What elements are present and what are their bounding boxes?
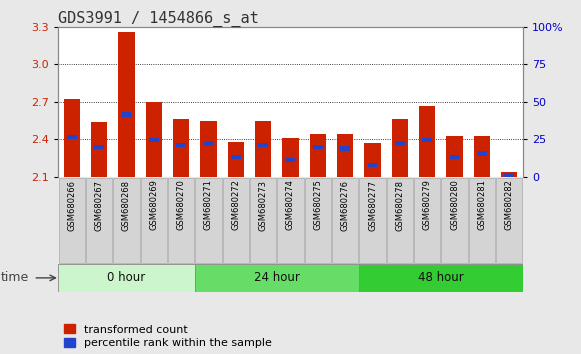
Bar bbox=[149, 137, 159, 142]
Bar bbox=[146, 102, 162, 177]
Text: GSM680280: GSM680280 bbox=[450, 179, 459, 230]
FancyBboxPatch shape bbox=[442, 178, 468, 263]
Bar bbox=[282, 138, 299, 177]
Text: 24 hour: 24 hour bbox=[254, 272, 300, 284]
Text: GSM680279: GSM680279 bbox=[423, 179, 432, 230]
Bar bbox=[477, 151, 487, 156]
Bar bbox=[337, 135, 353, 177]
Bar bbox=[368, 162, 378, 167]
FancyBboxPatch shape bbox=[414, 178, 440, 263]
Legend: transformed count, percentile rank within the sample: transformed count, percentile rank withi… bbox=[64, 324, 271, 348]
Bar bbox=[450, 155, 460, 159]
FancyBboxPatch shape bbox=[359, 264, 523, 292]
Text: GSM680277: GSM680277 bbox=[368, 179, 377, 230]
Text: GSM680273: GSM680273 bbox=[259, 179, 268, 230]
Bar bbox=[255, 121, 271, 177]
Bar bbox=[422, 137, 432, 142]
FancyBboxPatch shape bbox=[360, 178, 386, 263]
FancyBboxPatch shape bbox=[141, 178, 167, 263]
Text: 48 hour: 48 hour bbox=[418, 272, 464, 284]
Bar bbox=[200, 121, 217, 177]
Text: GSM680270: GSM680270 bbox=[177, 179, 186, 230]
FancyBboxPatch shape bbox=[113, 178, 139, 263]
Bar bbox=[340, 146, 350, 151]
Text: GSM680276: GSM680276 bbox=[340, 179, 350, 230]
FancyBboxPatch shape bbox=[195, 264, 359, 292]
Bar bbox=[474, 136, 490, 177]
Text: GSM680268: GSM680268 bbox=[122, 179, 131, 230]
Text: GSM680266: GSM680266 bbox=[67, 179, 76, 230]
Bar bbox=[395, 141, 405, 145]
Bar bbox=[310, 135, 326, 177]
Text: GSM680281: GSM680281 bbox=[478, 179, 486, 230]
Bar bbox=[119, 32, 135, 177]
Bar bbox=[419, 105, 435, 177]
FancyBboxPatch shape bbox=[59, 178, 85, 263]
Text: GSM680275: GSM680275 bbox=[313, 179, 322, 230]
Bar bbox=[67, 135, 77, 139]
Bar bbox=[364, 143, 381, 177]
Bar bbox=[504, 173, 514, 177]
Bar bbox=[173, 119, 189, 177]
Bar bbox=[228, 142, 244, 177]
FancyBboxPatch shape bbox=[58, 264, 195, 292]
Bar bbox=[94, 145, 104, 149]
Text: GSM680278: GSM680278 bbox=[395, 179, 404, 230]
Bar bbox=[286, 158, 295, 162]
Bar bbox=[313, 145, 323, 149]
FancyBboxPatch shape bbox=[304, 178, 331, 263]
FancyBboxPatch shape bbox=[223, 178, 249, 263]
Text: GSM680274: GSM680274 bbox=[286, 179, 295, 230]
Bar bbox=[121, 113, 131, 117]
FancyBboxPatch shape bbox=[86, 178, 112, 263]
FancyBboxPatch shape bbox=[496, 178, 522, 263]
FancyBboxPatch shape bbox=[168, 178, 194, 263]
Bar bbox=[203, 141, 213, 145]
Bar bbox=[501, 172, 518, 177]
Bar bbox=[176, 143, 186, 147]
Text: GDS3991 / 1454866_s_at: GDS3991 / 1454866_s_at bbox=[58, 11, 259, 27]
Text: GSM680271: GSM680271 bbox=[204, 179, 213, 230]
FancyBboxPatch shape bbox=[332, 178, 358, 263]
FancyBboxPatch shape bbox=[387, 178, 413, 263]
Text: GSM680272: GSM680272 bbox=[231, 179, 241, 230]
Bar bbox=[392, 119, 408, 177]
Bar bbox=[91, 122, 107, 177]
FancyBboxPatch shape bbox=[277, 178, 304, 263]
Text: GSM680267: GSM680267 bbox=[95, 179, 103, 230]
Bar bbox=[258, 143, 268, 147]
Bar bbox=[63, 99, 80, 177]
Text: GSM680282: GSM680282 bbox=[505, 179, 514, 230]
Text: GSM680269: GSM680269 bbox=[149, 179, 158, 230]
FancyBboxPatch shape bbox=[195, 178, 221, 263]
Text: 0 hour: 0 hour bbox=[107, 272, 146, 284]
FancyBboxPatch shape bbox=[250, 178, 277, 263]
Bar bbox=[231, 155, 241, 159]
FancyBboxPatch shape bbox=[469, 178, 495, 263]
Bar bbox=[446, 136, 462, 177]
Text: time: time bbox=[1, 272, 30, 284]
